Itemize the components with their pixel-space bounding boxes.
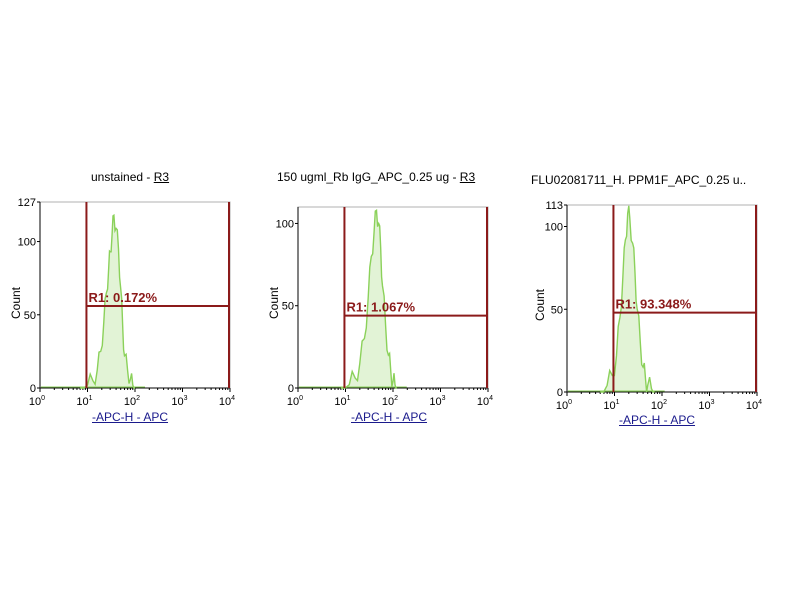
x-tick-label: 104 [477,395,493,408]
y-tick-label: 113 [545,200,563,212]
title-separator: - [143,170,154,184]
x-axis-label[interactable]: -APC-H - APC [92,410,169,424]
plot-frame [297,206,489,389]
x-tick-label: 100 [287,395,303,408]
histogram-trace [340,209,397,389]
title-separator: - [449,170,460,184]
y-tick-label: 100 [545,222,563,234]
gate-label: R1: 0.172% [88,290,157,305]
x-axis-label[interactable]: -APC-H - APC [619,413,696,427]
gate-label: R1: 1.067% [346,300,415,315]
y-tick-label: 100 [276,218,294,230]
plot-frame [566,204,758,393]
x-tick-label: 100 [556,399,572,412]
x-tick-label: 102 [651,399,667,412]
gate-link-r3[interactable]: R3 [459,170,476,184]
x-tick-label: 100 [29,395,45,408]
y-tick-label: 0 [30,383,36,395]
y-tick-label: 50 [551,304,563,316]
histogram-trace [600,205,655,393]
x-tick-label: 101 [334,395,350,408]
y-tick-label: 127 [18,197,36,209]
panel-title-text: 150 ugml_Rb IgG_APC_0.25 ug [277,170,450,184]
panel-title: unstained - R3 [91,170,169,184]
x-tick-label: 101 [76,395,92,408]
y-tick-label: 100 [18,237,36,249]
y-tick-label: 0 [557,387,563,399]
x-axis-label[interactable]: -APC-H - APC [351,410,428,424]
histogram-trace [80,213,135,389]
histogram-fill [600,205,655,392]
x-tick-label: 103 [698,399,714,412]
panel-title: 150 ugml_Rb IgG_APC_0.25 ug - R3 [277,170,475,184]
panel-title-text: unstained [91,170,144,184]
y-tick-label: 50 [282,301,294,313]
x-tick-label: 102 [124,395,140,408]
panel-title: FLU02081711_H. PPM1F_APC_0.25 u.. [531,173,746,187]
panel-title-text: FLU02081711_H. PPM1F_APC_0.25 u.. [531,173,747,187]
gate-label: R1: 93.348% [615,297,691,312]
x-tick-label: 103 [429,395,445,408]
x-tick-label: 104 [219,395,235,408]
y-tick-label: 0 [288,383,294,395]
x-tick-label: 103 [171,395,187,408]
y-tick-label: 50 [24,310,36,322]
x-tick-label: 104 [746,399,762,412]
plot-frame [39,201,231,389]
gate-link-r3[interactable]: R3 [153,170,170,184]
x-tick-label: 101 [603,399,619,412]
histogram-fill [340,210,397,388]
x-tick-label: 102 [382,395,398,408]
histogram-fill [80,215,135,388]
